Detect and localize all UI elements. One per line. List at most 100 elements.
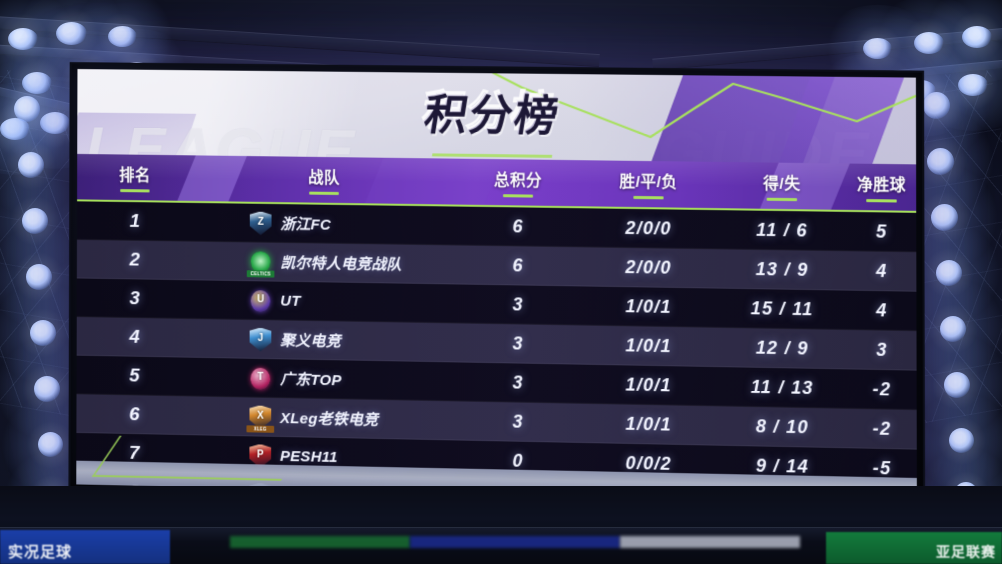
cell-points: 6 bbox=[456, 254, 580, 277]
stadium-banner-right: 亚足联赛 bbox=[826, 532, 1002, 564]
cell-goal-difference: 3 bbox=[847, 339, 916, 361]
stadium-lower-deck: 实况足球 亚足联赛 bbox=[0, 486, 1002, 564]
ceiling-truss-beam bbox=[652, 21, 1002, 71]
cell-rank: 3 bbox=[129, 287, 140, 309]
column-header-goal-difference: 净胜球 bbox=[847, 172, 916, 202]
cell-wdl: 1/0/1 bbox=[580, 374, 717, 398]
team-logo-icon: CELTICS bbox=[246, 250, 275, 278]
stadium-light bbox=[14, 96, 40, 122]
cell-team: CELTICS 凯尔特人电竞战队 bbox=[193, 249, 456, 278]
cell-wdl-value: 1/0/1 bbox=[625, 335, 672, 357]
cell-goal-difference: 4 bbox=[847, 260, 916, 282]
cell-goal-difference-value: -2 bbox=[872, 418, 892, 439]
team-logo-icon: X XLEG bbox=[246, 405, 275, 433]
cell-goal-difference-value: -2 bbox=[872, 378, 892, 400]
team-name: XLeg老铁电竞 bbox=[280, 410, 379, 429]
stadium-light bbox=[944, 372, 970, 398]
banner-left-text: 实况足球 bbox=[8, 544, 73, 561]
cell-goal-difference-value: 3 bbox=[876, 339, 888, 360]
team-name: 浙江FC bbox=[280, 216, 332, 234]
cell-wdl: 1/0/1 bbox=[580, 335, 717, 358]
stadium-light bbox=[863, 38, 892, 59]
cell-goals: 12 / 9 bbox=[717, 337, 847, 360]
cell-wdl-value: 0/0/2 bbox=[625, 452, 672, 474]
cell-points: 3 bbox=[456, 410, 580, 433]
cell-wdl: 2/0/0 bbox=[580, 217, 717, 240]
page-title: 积分榜 bbox=[420, 91, 563, 141]
stadium-light bbox=[34, 376, 60, 402]
cell-goal-difference-value: 4 bbox=[875, 300, 888, 321]
column-header-team: 战队 bbox=[193, 164, 456, 196]
stadium-light bbox=[30, 320, 56, 346]
stadium-light bbox=[0, 118, 30, 140]
cell-goals: 13 / 9 bbox=[717, 258, 847, 281]
cell-goal-difference: -2 bbox=[847, 378, 916, 401]
cell-points-value: 3 bbox=[512, 411, 524, 432]
cell-points: 3 bbox=[456, 332, 580, 355]
team-logo-glyph: U bbox=[256, 294, 265, 306]
cell-wdl-value: 1/0/1 bbox=[625, 413, 672, 435]
column-header-label: 净胜球 bbox=[856, 176, 906, 195]
team-logo-icon: U bbox=[250, 289, 272, 313]
team-logo-glyph: J bbox=[257, 333, 264, 345]
cell-team: Z 浙江FC bbox=[193, 210, 456, 238]
stadium-light bbox=[927, 148, 954, 175]
stadium-light bbox=[108, 26, 137, 47]
stadium-light bbox=[26, 264, 52, 290]
cell-rank: 1 bbox=[129, 210, 140, 232]
cell-team: T 广东TOP bbox=[192, 365, 456, 394]
cell-wdl-value: 1/0/1 bbox=[625, 296, 672, 317]
stadium-banner-left: 实况足球 bbox=[0, 530, 170, 564]
scoreboard-screen: LEAGUE GUIDE 积分榜 积分榜 bbox=[68, 62, 926, 510]
team-name: 聚义电竞 bbox=[280, 332, 341, 351]
cell-wdl-value: 2/0/0 bbox=[625, 257, 672, 278]
cell-points-value: 6 bbox=[512, 255, 524, 276]
cell-goals-value: 13 / 9 bbox=[755, 258, 809, 280]
team-name: UT bbox=[280, 292, 301, 310]
cell-rank: 5 bbox=[129, 364, 140, 387]
cell-goals: 11 / 13 bbox=[717, 376, 847, 400]
cell-goals: 11 / 6 bbox=[717, 219, 847, 242]
team-logo-tag: XLEG bbox=[246, 424, 275, 433]
team-logo-glyph: Z bbox=[257, 216, 264, 228]
cell-goal-difference: 4 bbox=[847, 300, 916, 322]
cell-points-value: 3 bbox=[512, 333, 524, 354]
cell-goal-difference: -2 bbox=[847, 418, 916, 441]
cell-points-value: 6 bbox=[512, 216, 524, 237]
cell-wdl: 1/0/1 bbox=[580, 413, 717, 437]
team-logo-icon: T bbox=[250, 366, 272, 390]
cell-goals-value: 11 / 13 bbox=[750, 376, 814, 399]
team-logo-icon: J bbox=[250, 327, 272, 351]
cell-goal-difference-value: 4 bbox=[875, 260, 888, 282]
stadium-light bbox=[958, 74, 988, 96]
ad-board-blur bbox=[230, 536, 410, 548]
stadium-light bbox=[56, 22, 87, 45]
column-header-label: 胜/平/负 bbox=[619, 173, 678, 192]
cell-goals-value: 12 / 9 bbox=[755, 337, 809, 359]
ad-board-blur bbox=[620, 536, 800, 548]
column-header-label: 得/失 bbox=[763, 175, 801, 193]
cell-goal-difference-value: -5 bbox=[872, 457, 892, 479]
team-logo-glyph: X bbox=[257, 410, 264, 422]
cell-rank: 2 bbox=[129, 249, 140, 271]
stadium-light bbox=[22, 72, 52, 94]
stadium-light bbox=[40, 112, 70, 134]
cell-goal-difference: 5 bbox=[847, 221, 916, 243]
cell-points: 6 bbox=[456, 216, 580, 239]
team-name: 凯尔特人电竞战队 bbox=[280, 254, 402, 274]
stadium-light bbox=[38, 432, 63, 457]
cell-points-value: 3 bbox=[512, 372, 524, 393]
cell-rank: 6 bbox=[129, 403, 140, 425]
stadium-light bbox=[8, 28, 38, 50]
cell-goals: 15 / 11 bbox=[717, 298, 847, 321]
stadium-light bbox=[914, 32, 944, 54]
column-header-label: 总积分 bbox=[494, 171, 543, 190]
stadium-light bbox=[949, 428, 974, 453]
cell-team: U UT bbox=[193, 288, 457, 316]
cell-goals-value: 8 / 10 bbox=[755, 416, 809, 438]
banner-right-text: 亚足联赛 bbox=[936, 544, 996, 560]
stadium-light bbox=[931, 204, 958, 231]
cell-wdl-value: 2/0/0 bbox=[625, 217, 672, 239]
board-title-wrap: 积分榜 积分榜 bbox=[77, 77, 916, 148]
column-header-rank: 排名 bbox=[77, 162, 193, 192]
